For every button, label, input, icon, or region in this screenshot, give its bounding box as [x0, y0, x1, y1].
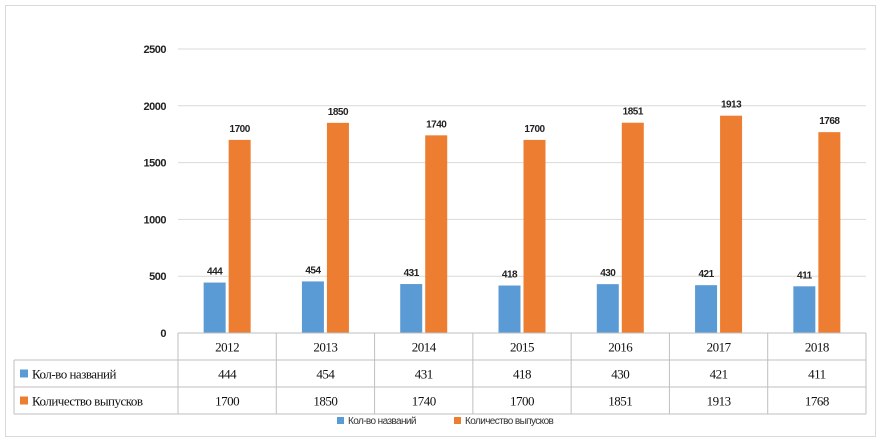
bar — [596, 284, 619, 333]
x-tick-label: 2018 — [805, 340, 829, 355]
y-axis-ticks: 0 500 1000 1500 2000 2500 — [144, 44, 167, 340]
y-tick-label: 0 — [160, 328, 166, 340]
data-label: 411 — [797, 270, 813, 281]
legend-label: Количество выпусков — [465, 416, 554, 427]
bar — [400, 284, 423, 333]
y-tick-label: 1000 — [144, 214, 167, 226]
legend: Кол-во названий Количество выпусков — [337, 416, 554, 427]
data-label: 1851 — [623, 107, 644, 118]
data-label: 1700 — [230, 124, 251, 135]
data-label: 1740 — [426, 119, 447, 130]
legend-swatch — [454, 417, 461, 424]
bar — [621, 122, 644, 333]
y-tick-label: 2000 — [144, 101, 167, 113]
table-cell: 431 — [415, 367, 433, 382]
x-tick-label: 2015 — [510, 340, 534, 355]
table-cell: 454 — [316, 367, 335, 382]
bar — [818, 132, 841, 333]
table-cell: 1700 — [215, 394, 239, 409]
table-cell: 1850 — [313, 394, 337, 409]
table-cell: 1913 — [707, 394, 731, 409]
table-series-name: Количество выпусков — [32, 394, 143, 409]
bar — [203, 282, 226, 333]
bar — [498, 285, 521, 333]
table-cell: 418 — [513, 367, 531, 382]
table-cell: 1851 — [608, 394, 632, 409]
data-label: 1850 — [328, 107, 349, 118]
bar — [695, 285, 718, 333]
data-label: 431 — [404, 268, 420, 279]
table-cell: 411 — [808, 367, 826, 382]
x-tick-label: 2014 — [412, 340, 437, 355]
y-tick-label: 500 — [149, 271, 166, 283]
legend-swatch — [337, 417, 344, 424]
table-cell: 430 — [611, 367, 629, 382]
table-cell: 1700 — [510, 394, 534, 409]
bar — [793, 286, 816, 333]
bar — [425, 135, 448, 333]
table-cell: 1768 — [805, 394, 829, 409]
table-cell: 1740 — [412, 394, 436, 409]
data-label: 1913 — [721, 100, 742, 111]
y-tick-label: 2500 — [144, 44, 167, 56]
bar — [301, 281, 324, 333]
x-tick-label: 2012 — [215, 340, 239, 355]
data-label: 421 — [698, 269, 714, 280]
data-label: 430 — [600, 268, 616, 279]
data-table: 2012 2013 2014 2015 2016 2017 2018 Кол-во назва… — [13, 332, 867, 415]
data-label: 454 — [305, 265, 321, 276]
bars — [203, 115, 841, 333]
data-label: 1768 — [819, 116, 840, 127]
table-cell: 444 — [218, 367, 237, 382]
x-tick-label: 2013 — [313, 340, 337, 355]
bar — [326, 122, 349, 333]
data-labels: 444 1700 454 1850 431 1740 418 1700 430 1851 421 19… — [207, 100, 841, 282]
table-series-name: Кол-во названий — [32, 367, 116, 382]
y-tick-label: 1500 — [144, 158, 167, 170]
data-label: 1700 — [524, 124, 545, 135]
data-label: 418 — [502, 270, 518, 281]
x-tick-label: 2017 — [707, 340, 732, 355]
bar — [720, 115, 743, 333]
table-legend-key — [20, 396, 28, 405]
table-cell: 421 — [710, 367, 728, 382]
x-tick-label: 2016 — [608, 340, 633, 355]
bar — [523, 139, 546, 333]
table-legend-key — [20, 369, 28, 378]
data-label: 444 — [207, 267, 223, 278]
gridlines — [178, 48, 866, 334]
legend-label: Кол-во названий — [348, 416, 416, 427]
bar — [228, 139, 251, 333]
